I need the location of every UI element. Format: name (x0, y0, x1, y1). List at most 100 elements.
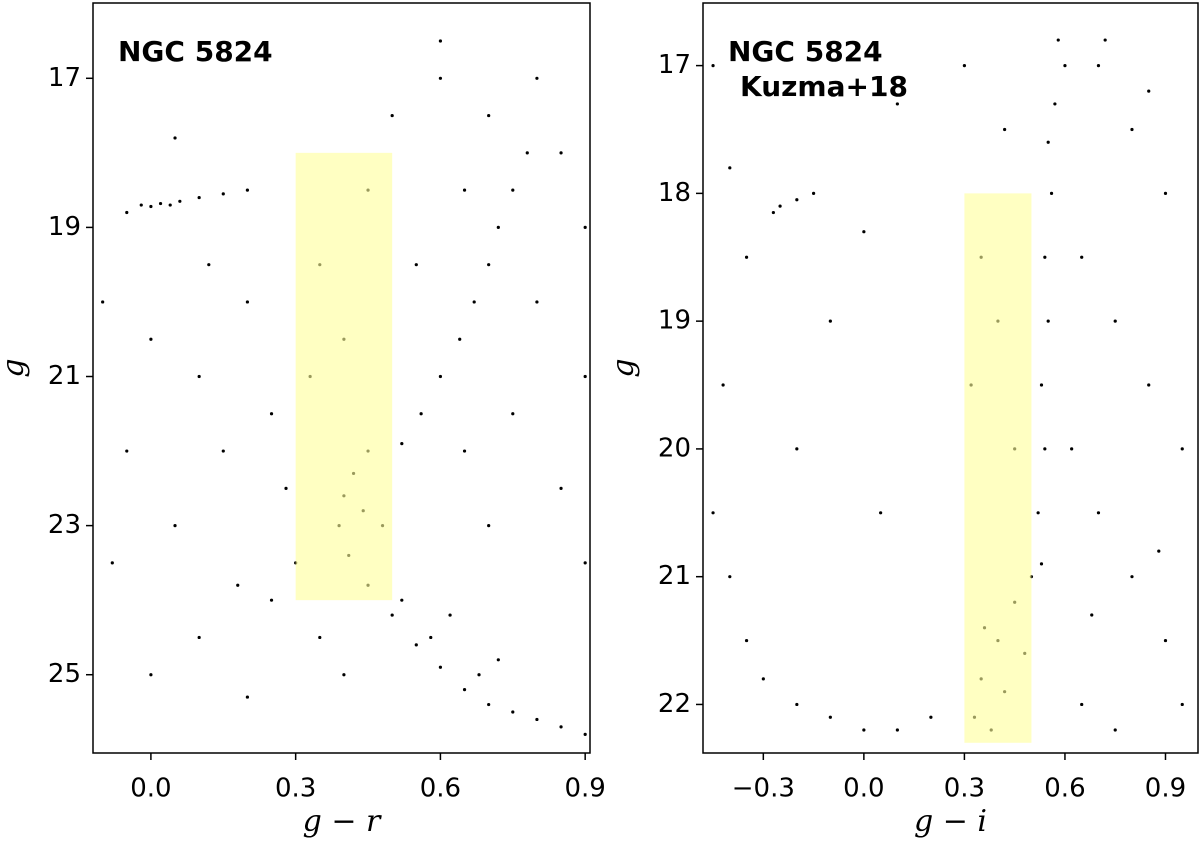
point (438, 76, 443, 80)
point (400, 442, 404, 446)
point (1070, 447, 1074, 451)
point (1090, 613, 1094, 617)
point (458, 337, 462, 341)
annotation: NGC 5824 (118, 35, 273, 68)
y-tick-label: 18 (658, 178, 691, 208)
point (101, 300, 105, 304)
point (487, 113, 491, 118)
point (197, 635, 201, 640)
point (400, 598, 404, 602)
point (511, 412, 515, 416)
point (1130, 127, 1134, 132)
point (207, 263, 211, 267)
point (1046, 140, 1050, 144)
point (511, 710, 515, 714)
y-tick-label: 25 (48, 659, 81, 689)
axes-frame (92, 2, 591, 754)
point (419, 412, 423, 416)
point (284, 486, 288, 490)
point (728, 575, 732, 579)
highlight-box (295, 152, 393, 601)
x-tick-label: 0.3 (275, 774, 316, 804)
point (535, 76, 539, 80)
point (895, 728, 899, 732)
point (487, 702, 491, 707)
point (414, 643, 418, 647)
y-tick-label: 17 (48, 63, 81, 93)
y-tick-label: 23 (48, 510, 81, 540)
point (778, 204, 782, 208)
point (125, 449, 129, 453)
point (511, 188, 515, 192)
point (487, 263, 491, 267)
point (828, 319, 832, 323)
y-tick-label: 19 (658, 306, 691, 336)
point (245, 695, 250, 699)
point (477, 673, 481, 677)
point (795, 702, 799, 707)
point (173, 136, 177, 140)
point (1096, 511, 1101, 515)
point (125, 210, 129, 215)
point (1157, 549, 1161, 553)
point (559, 486, 563, 490)
point (245, 188, 250, 192)
point (487, 524, 491, 528)
point (1003, 127, 1007, 132)
x-tick-label: −0.3 (732, 774, 795, 804)
point (583, 732, 587, 736)
y-tick-label: 20 (658, 433, 691, 463)
x-axis-label: g − r (303, 804, 382, 839)
point (139, 203, 143, 207)
point (149, 204, 153, 209)
point (583, 561, 587, 565)
point (173, 524, 177, 528)
point (1056, 38, 1060, 42)
y-tick-label: 22 (658, 689, 691, 719)
point (390, 613, 394, 617)
point (158, 201, 163, 206)
point (197, 195, 201, 200)
x-tick-label: 0.0 (843, 774, 884, 804)
point (711, 511, 715, 515)
point (1096, 64, 1101, 68)
point (1043, 255, 1047, 259)
point (535, 717, 539, 722)
point (1036, 511, 1040, 515)
point (1049, 191, 1054, 195)
point (269, 412, 274, 416)
point (496, 225, 500, 230)
point (761, 677, 765, 681)
point (559, 151, 563, 155)
point (438, 374, 443, 379)
point (744, 255, 749, 259)
point (1080, 255, 1084, 259)
point (879, 511, 883, 515)
point (1180, 702, 1184, 707)
point (221, 449, 225, 453)
point (1147, 89, 1151, 93)
x-tick-label: 0.6 (1044, 774, 1085, 804)
point (197, 374, 201, 379)
point (929, 715, 933, 719)
point (1147, 383, 1151, 387)
point (1163, 191, 1168, 195)
point (472, 300, 476, 304)
point (1163, 638, 1168, 643)
y-tick-label: 21 (48, 361, 81, 391)
point (462, 688, 467, 692)
point (1180, 447, 1184, 451)
highlight-box (964, 193, 1032, 743)
point (795, 447, 799, 451)
point (1043, 447, 1047, 451)
point (438, 39, 443, 43)
point (535, 300, 539, 304)
point (1130, 575, 1134, 579)
x-tick-label: 0.3 (944, 774, 985, 804)
point (795, 198, 799, 202)
point (525, 151, 529, 155)
point (236, 583, 240, 587)
y-axis-label: g (606, 358, 641, 377)
point (448, 613, 452, 617)
